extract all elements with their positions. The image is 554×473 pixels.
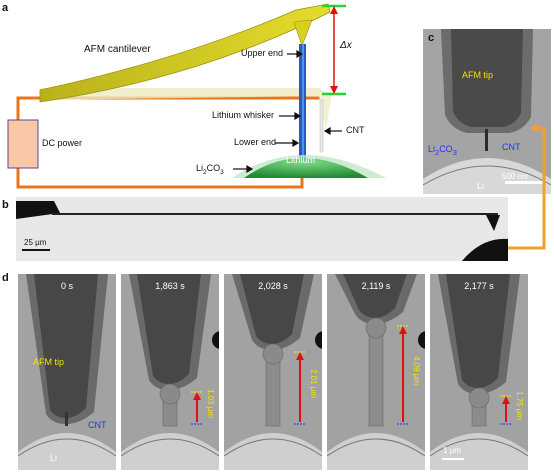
lower-end-label: Lower end xyxy=(234,137,277,147)
afm-tip xyxy=(293,19,313,47)
d-frame-time: 0 s xyxy=(60,281,73,291)
wire-top xyxy=(16,96,320,120)
lithium-dome xyxy=(244,158,368,178)
d-frame-3: 2,119 s 4.09 μm xyxy=(327,274,425,470)
upper-end-label: Upper end xyxy=(241,48,284,58)
b-to-c-connector xyxy=(500,123,546,250)
panel-a-schematic xyxy=(7,3,386,189)
dc-power-label: DC power xyxy=(42,138,83,148)
d-frame-1: 1,863 s 1.03 μm xyxy=(121,274,219,470)
li2co3-label: Li2CO3 xyxy=(196,163,224,176)
panel-b-label: b xyxy=(2,199,9,211)
d-frame-time: 2,119 s xyxy=(361,281,391,291)
panel-d-label: d xyxy=(2,272,9,284)
c-afm-tip-label: AFM tip xyxy=(462,70,494,80)
c-li2co3-label: Li2CO3 xyxy=(428,144,457,157)
afm-cantilever xyxy=(39,3,331,103)
d-frame-length-label: 2.01 μm xyxy=(309,369,318,399)
d-frame-length-label: 4.09 μm xyxy=(412,356,421,386)
d-frame-length-label: 1.03 μm xyxy=(206,389,215,419)
wire-bottom xyxy=(16,168,304,189)
dc-power-box xyxy=(7,119,39,169)
b-scale-label: 25 μm xyxy=(24,238,47,247)
d-frame-2: 2,028 s 2.01 μm xyxy=(224,274,322,470)
cnt xyxy=(319,99,324,153)
d-cnt-label: CNT xyxy=(88,420,107,430)
d-scale-label: 1 μm xyxy=(443,446,461,455)
d-frame-time: 1,863 s xyxy=(155,281,185,291)
d-frame-4: 2,177 s 1.75 μm xyxy=(430,274,528,470)
c-scale-label: 500 nm xyxy=(502,172,529,181)
lithium-whisker-label: Lithium whisker xyxy=(212,110,275,120)
d-li-label: Li xyxy=(50,453,58,463)
panel-c-label: c xyxy=(428,32,435,44)
d-frame-length-label: 1.75 μm xyxy=(515,391,524,421)
panel-c-tem-image xyxy=(423,29,551,194)
afm-cantilever-label: AFM cantilever xyxy=(84,44,151,55)
d-frame-0: 0 s xyxy=(18,274,116,470)
cnt-label: CNT xyxy=(346,125,365,135)
c-cnt-label: CNT xyxy=(502,142,521,152)
d-frame-time: 2,177 s xyxy=(464,281,494,291)
delta-x-label: Δx xyxy=(340,40,352,51)
cantilever-ghost xyxy=(40,88,328,100)
d-frame-time: 2,028 s xyxy=(258,281,288,291)
lithium-label: Lithium xyxy=(286,155,316,165)
panel-b-tem-image xyxy=(16,197,508,261)
d-afm-tip-label: AFM tip xyxy=(33,357,65,367)
panel-a-label: a xyxy=(2,2,9,14)
c-li-label: Li xyxy=(477,181,485,191)
